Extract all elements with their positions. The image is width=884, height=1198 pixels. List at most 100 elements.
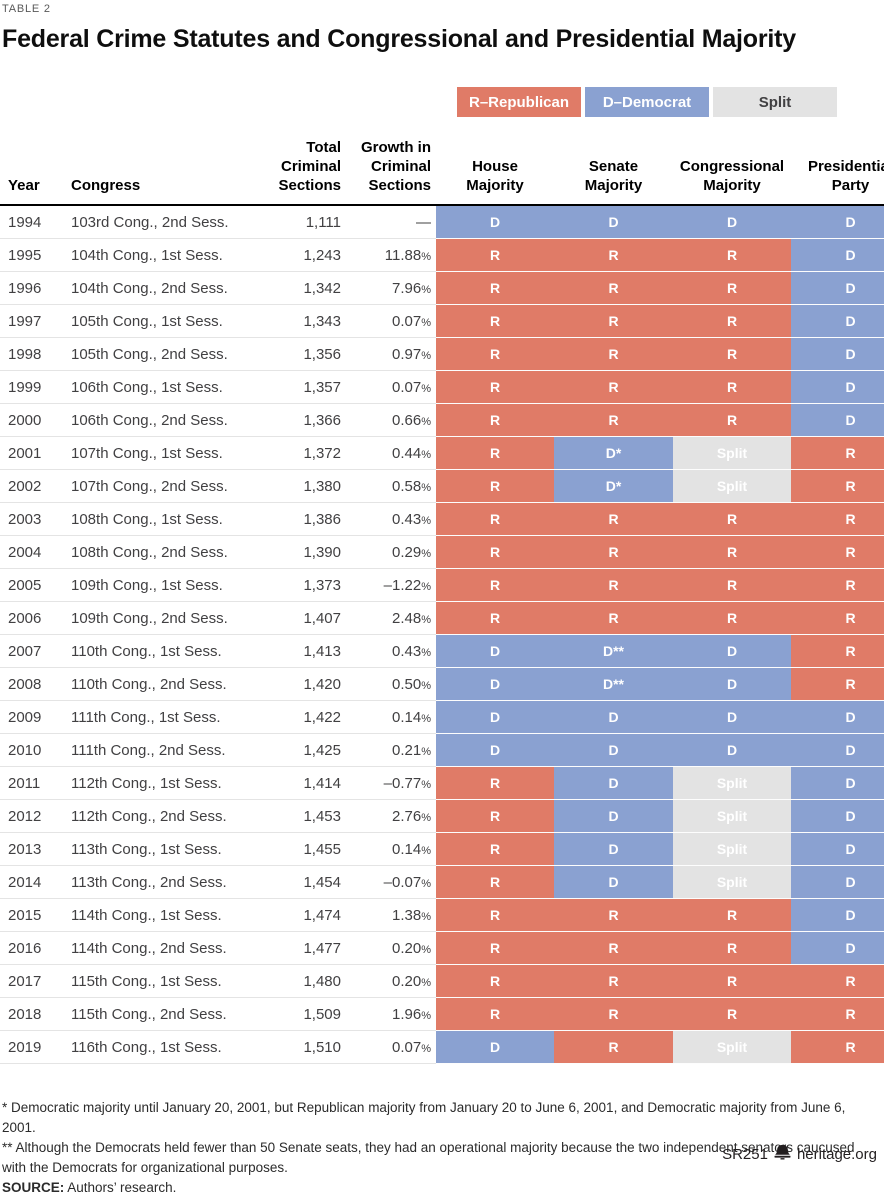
year-cell: 2016 xyxy=(0,931,62,965)
congress-cell: 106th Cong., 1st Sess. xyxy=(62,370,265,404)
senate-majority-cell: D** xyxy=(554,634,673,668)
growth-cell: 1.96% xyxy=(345,997,436,1031)
legend-split: Split xyxy=(713,87,837,117)
table-row: 1995 104th Cong., 1st Sess. 1,243 11.88% R R R… xyxy=(0,238,884,272)
senate-majority-cell: D xyxy=(554,766,673,800)
congressional-majority-cell: Split xyxy=(673,469,791,503)
table-row: 1996 104th Cong., 2nd Sess. 1,342 7.96% R R R D xyxy=(0,271,884,305)
table-row: 2015 114th Cong., 1st Sess. 1,474 1.38% R R R D xyxy=(0,898,884,932)
legend: R–Republican D–Democrat Split xyxy=(0,87,837,117)
senate-majority-cell: R xyxy=(554,1030,673,1064)
table-row: 2004 108th Cong., 2nd Sess. 1,390 0.29% R R R R xyxy=(0,535,884,569)
congress-cell: 105th Cong., 2nd Sess. xyxy=(62,337,265,371)
table-row: 2001 107th Cong., 1st Sess. 1,372 0.44% R D* S… xyxy=(0,436,884,470)
total-sections-cell: 1,420 xyxy=(265,667,345,701)
growth-cell: 7.96% xyxy=(345,271,436,305)
congress-cell: 115th Cong., 2nd Sess. xyxy=(62,997,265,1031)
total-sections-cell: 1,510 xyxy=(265,1030,345,1064)
growth-cell: 0.44% xyxy=(345,436,436,470)
house-majority-cell: R xyxy=(436,271,554,305)
house-majority-cell: R xyxy=(436,601,554,635)
house-majority-cell: R xyxy=(436,865,554,899)
house-majority-cell: D xyxy=(436,634,554,668)
senate-majority-cell: D xyxy=(554,205,673,239)
house-majority-cell: R xyxy=(436,568,554,602)
president-majority-cell: D xyxy=(791,931,884,965)
year-cell: 2010 xyxy=(0,733,62,767)
year-cell: 2004 xyxy=(0,535,62,569)
year-cell: 1999 xyxy=(0,370,62,404)
senate-majority-cell: R xyxy=(554,931,673,965)
table-row: 2016 114th Cong., 2nd Sess. 1,477 0.20% R R R D xyxy=(0,931,884,965)
table-body: 1994 103rd Cong., 2nd Sess. 1,111— D D D D 1995… xyxy=(0,205,884,1064)
president-majority-cell: D xyxy=(791,898,884,932)
total-sections-cell: 1,422 xyxy=(265,700,345,734)
growth-cell: –0.77% xyxy=(345,766,436,800)
house-majority-cell: D xyxy=(436,667,554,701)
congress-cell: 107th Cong., 2nd Sess. xyxy=(62,469,265,503)
senate-majority-cell: R xyxy=(554,964,673,998)
total-sections-cell: 1,390 xyxy=(265,535,345,569)
growth-cell: 0.07% xyxy=(345,304,436,338)
house-majority-cell: D xyxy=(436,700,554,734)
congress-cell: 106th Cong., 2nd Sess. xyxy=(62,403,265,437)
senate-majority-cell: D xyxy=(554,865,673,899)
column-header-growth: Growth in Criminal Sections xyxy=(345,138,436,206)
year-cell: 2002 xyxy=(0,469,62,503)
president-majority-cell: D xyxy=(791,370,884,404)
growth-cell: 0.07% xyxy=(345,1030,436,1064)
congress-cell: 113th Cong., 1st Sess. xyxy=(62,832,265,866)
president-majority-cell: D xyxy=(791,205,884,239)
year-cell: 2006 xyxy=(0,601,62,635)
president-majority-cell: R xyxy=(791,568,884,602)
total-sections-cell: 1,366 xyxy=(265,403,345,437)
table-row: 2009 111th Cong., 1st Sess. 1,422 0.14% D D D D xyxy=(0,700,884,734)
table-row: 1997 105th Cong., 1st Sess. 1,343 0.07% R R R D xyxy=(0,304,884,338)
year-cell: 2012 xyxy=(0,799,62,833)
growth-cell: 11.88% xyxy=(345,238,436,272)
page-title: Federal Crime Statutes and Congressional… xyxy=(2,25,796,53)
president-majority-cell: R xyxy=(791,436,884,470)
total-sections-cell: 1,372 xyxy=(265,436,345,470)
year-cell: 2009 xyxy=(0,700,62,734)
senate-majority-cell: R xyxy=(554,568,673,602)
majority-table: Year Congress Total Criminal Sections Growt… xyxy=(0,138,884,1064)
congressional-majority-cell: R xyxy=(673,601,791,635)
total-sections-cell: 1,386 xyxy=(265,502,345,536)
growth-cell: 0.14% xyxy=(345,700,436,734)
year-cell: 2007 xyxy=(0,634,62,668)
total-sections-cell: 1,357 xyxy=(265,370,345,404)
legend-democrat: D–Democrat xyxy=(585,87,709,117)
house-majority-cell: R xyxy=(436,337,554,371)
congress-cell: 110th Cong., 1st Sess. xyxy=(62,634,265,668)
senate-majority-cell: R xyxy=(554,238,673,272)
president-majority-cell: R xyxy=(791,997,884,1031)
growth-cell: –0.07% xyxy=(345,865,436,899)
table-row: 2013 113th Cong., 1st Sess. 1,455 0.14% R D Sp… xyxy=(0,832,884,866)
congress-cell: 114th Cong., 2nd Sess. xyxy=(62,931,265,965)
total-sections-cell: 1,342 xyxy=(265,271,345,305)
house-majority-cell: R xyxy=(436,502,554,536)
house-majority-cell: R xyxy=(436,535,554,569)
table-row: 1999 106th Cong., 1st Sess. 1,357 0.07% R R R D xyxy=(0,370,884,404)
total-sections-cell: 1,480 xyxy=(265,964,345,998)
congress-cell: 103rd Cong., 2nd Sess. xyxy=(62,205,265,239)
president-majority-cell: R xyxy=(791,601,884,635)
president-majority-cell: D xyxy=(791,403,884,437)
senate-majority-cell: R xyxy=(554,337,673,371)
growth-cell: 2.48% xyxy=(345,601,436,635)
site-link: heritage.org xyxy=(796,1145,877,1163)
congressional-majority-cell: Split xyxy=(673,766,791,800)
table-row: 2006 109th Cong., 2nd Sess. 1,407 2.48% R R R R xyxy=(0,601,884,635)
table-row: 2018 115th Cong., 2nd Sess. 1,509 1.96% R R R R xyxy=(0,997,884,1031)
column-header-total: Total Criminal Sections xyxy=(265,138,345,206)
president-majority-cell: R xyxy=(791,502,884,536)
congress-cell: 104th Cong., 1st Sess. xyxy=(62,238,265,272)
legend-republican: R–Republican xyxy=(457,87,581,117)
house-majority-cell: R xyxy=(436,766,554,800)
total-sections-cell: 1,425 xyxy=(265,733,345,767)
congressional-majority-cell: R xyxy=(673,271,791,305)
total-sections-cell: 1,111 xyxy=(265,205,345,239)
year-cell: 1995 xyxy=(0,238,62,272)
congressional-majority-cell: R xyxy=(673,931,791,965)
